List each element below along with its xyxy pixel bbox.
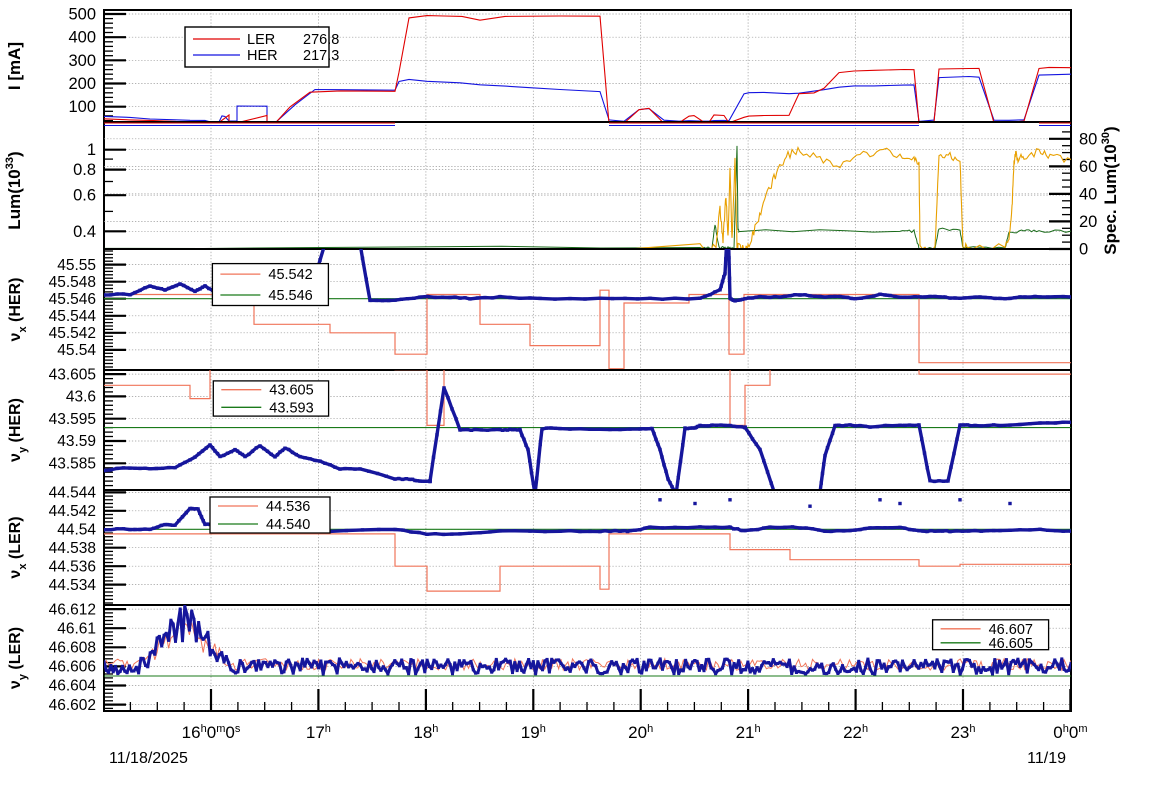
svg-text:43.59: 43.59 — [57, 433, 96, 450]
svg-text:45.542: 45.542 — [268, 267, 312, 283]
svg-text:43.6: 43.6 — [66, 389, 96, 406]
svg-text:44.54: 44.54 — [57, 522, 96, 539]
svg-text:0.4: 0.4 — [73, 223, 96, 241]
svg-text:46.606: 46.606 — [49, 659, 96, 676]
svg-text:45.548: 45.548 — [49, 274, 96, 291]
svg-text:43.605: 43.605 — [49, 366, 96, 383]
svg-text:0.8: 0.8 — [73, 161, 96, 179]
svg-text:46.61: 46.61 — [57, 620, 96, 637]
svg-text:400: 400 — [68, 29, 96, 47]
svg-text:45.544: 45.544 — [49, 308, 97, 325]
svg-text:HER: HER — [247, 48, 278, 64]
svg-text:44.542: 44.542 — [49, 503, 96, 520]
svg-text:217.3: 217.3 — [303, 48, 339, 64]
svg-text:44.544: 44.544 — [49, 485, 97, 502]
svg-text:46.604: 46.604 — [49, 678, 97, 695]
svg-text:46.612: 46.612 — [49, 601, 96, 618]
svg-text:45.55: 45.55 — [57, 257, 96, 274]
svg-text:43.585: 43.585 — [49, 456, 96, 473]
svg-text:100: 100 — [68, 98, 96, 116]
svg-text:0.6: 0.6 — [73, 187, 96, 205]
svg-text:40: 40 — [1079, 185, 1097, 203]
svg-text:80: 80 — [1079, 130, 1097, 148]
svg-text:43.605: 43.605 — [269, 383, 313, 399]
svg-text:43.595: 43.595 — [49, 411, 96, 428]
svg-text:Spec. Lum(1030): Spec. Lum(1030) — [1100, 126, 1120, 254]
svg-text:44.540: 44.540 — [266, 517, 310, 533]
svg-text:20: 20 — [1079, 213, 1097, 231]
svg-text:45.54: 45.54 — [57, 342, 96, 359]
svg-text:46.605: 46.605 — [989, 636, 1033, 652]
svg-text:44.536: 44.536 — [49, 558, 96, 575]
svg-text:11/19: 11/19 — [1027, 750, 1066, 767]
svg-text:44.534: 44.534 — [49, 577, 97, 594]
svg-text:500: 500 — [68, 6, 96, 24]
svg-text:LER: LER — [247, 32, 275, 48]
svg-text:44.536: 44.536 — [266, 499, 310, 515]
svg-text:60: 60 — [1079, 158, 1097, 176]
svg-text:45.546: 45.546 — [49, 291, 96, 308]
svg-text:45.546: 45.546 — [268, 288, 312, 304]
svg-text:1: 1 — [87, 141, 96, 159]
svg-text:200: 200 — [68, 75, 96, 93]
svg-text:45.542: 45.542 — [49, 325, 96, 342]
svg-text:43.593: 43.593 — [269, 400, 313, 416]
svg-text:16h0m0s: 16h0m0s — [182, 723, 241, 742]
svg-text:300: 300 — [68, 52, 96, 70]
svg-text:46.608: 46.608 — [49, 640, 96, 657]
svg-text:11/18/2025: 11/18/2025 — [109, 750, 188, 767]
svg-text:44.538: 44.538 — [49, 540, 96, 557]
svg-text:46.602: 46.602 — [49, 697, 96, 714]
svg-text:276.8: 276.8 — [303, 32, 339, 48]
svg-text:I [mA]: I [mA] — [5, 42, 24, 90]
svg-text:0: 0 — [1079, 241, 1088, 259]
